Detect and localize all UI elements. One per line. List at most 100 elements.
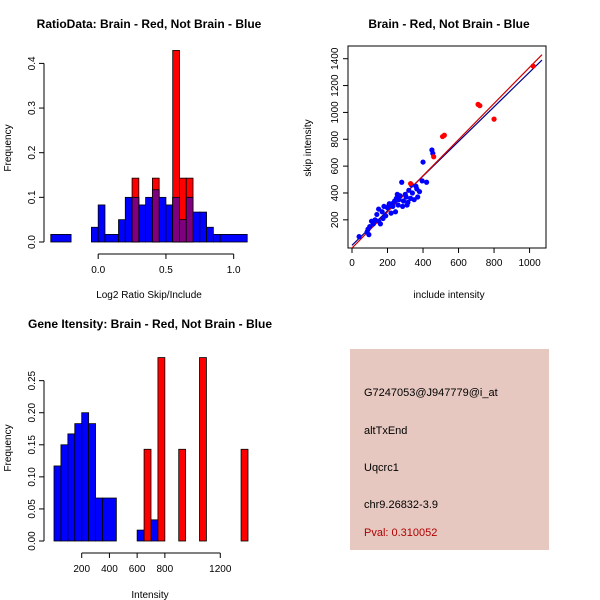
ratio-bar-not-brain-7 <box>145 196 153 243</box>
ratio-title: RatioData: Brain - Red, Not Brain - Blue <box>37 17 262 31</box>
scatter-point-not-brain-2 <box>366 232 372 238</box>
ratio-bar-not-brain-17 <box>212 234 221 243</box>
ratio-x-tick-label-0: 0.0 <box>91 265 105 276</box>
ratio-overlap-bar-0-5 <box>131 196 140 243</box>
scatter-point-not-brain-38 <box>380 215 386 222</box>
scatter-point-not-brain-24 <box>406 187 412 193</box>
scatter-point-not-brain-14 <box>388 210 394 216</box>
scatter-point-not-brain-0 <box>356 234 362 240</box>
gene-title: Gene Itensity: Brain - Red, Not Brain - … <box>28 317 272 331</box>
scatter-point-not-brain-33 <box>423 179 430 185</box>
gene-x-tick-label-3: 800 <box>157 564 174 575</box>
gene-y-tick-label-1: 0.05 <box>27 499 38 519</box>
ratio-y-tick-label-2: 0.2 <box>27 145 38 159</box>
gene-bar-not-brain-0 <box>53 465 62 542</box>
scatter-point-not-brain-37 <box>370 221 376 227</box>
gene-bar-brain-0 <box>143 448 152 542</box>
ratio-y-tick-label-1: 0.1 <box>27 190 38 204</box>
info-panel-background <box>350 349 549 550</box>
scatter-y-tick-label-6: 1400 <box>330 47 341 70</box>
ratio-x-tick-label-2: 1.0 <box>227 265 241 276</box>
scatter-fit-line-1 <box>351 54 543 248</box>
scatter-x-tick-label-1: 200 <box>379 258 396 269</box>
scatter-x-tick-label-4: 800 <box>486 258 503 269</box>
ratio-histogram: RatioData: Brain - Red, Not Brain - Blue… <box>3 17 262 301</box>
ratio-overlap-bar-1-8 <box>151 189 160 243</box>
scatter-point-not-brain-47 <box>385 203 392 210</box>
gene-x-tick-label-2: 600 <box>129 564 146 575</box>
scatter-point-not-brain-26 <box>409 190 415 196</box>
ratio-bar-not-brain-6 <box>138 204 147 243</box>
gene-bar-brain-1 <box>157 357 166 542</box>
scatter-point-not-brain-45 <box>414 186 420 192</box>
gene-ylabel: Frequency <box>3 424 14 471</box>
ratio-y-tick-label-4: 0.4 <box>27 56 38 70</box>
event-type: altTxEnd <box>364 425 407 437</box>
scatter-point-brain-6 <box>491 116 497 122</box>
gene-bar-not-brain-6 <box>95 497 103 542</box>
scatter-ylabel: skip intensity <box>303 119 314 176</box>
ratio-overlap-bar-4-13 <box>185 196 194 243</box>
ratio-bar-not-brain-2 <box>97 204 106 243</box>
p-value: Pval: 0.310052 <box>364 527 437 539</box>
scatter-xlabel: include intensity <box>413 290 484 301</box>
scatter-point-not-brain-43 <box>403 194 409 200</box>
gene-x-tick-label-4: 1200 <box>209 564 232 575</box>
scatter-point-not-brain-29 <box>415 194 421 200</box>
scatter-point-not-brain-39 <box>389 201 395 207</box>
scatter-point-not-brain-8 <box>377 221 384 227</box>
gene-bar-not-brain-3 <box>74 423 83 542</box>
scatter-point-not-brain-9 <box>379 209 385 215</box>
scatter-point-not-brain-46 <box>376 206 382 212</box>
scatter-point-not-brain-31 <box>419 178 425 184</box>
gene-bar-not-brain-8 <box>136 529 145 542</box>
gene-bar-not-brain-7 <box>102 497 117 542</box>
ratio-bar-not-brain-18 <box>219 234 248 243</box>
gene-bar-brain-4 <box>240 448 249 542</box>
gene-x-tick-label-0: 200 <box>73 564 90 575</box>
gene-bar-not-brain-9 <box>150 519 159 542</box>
scatter-point-not-brain-18 <box>395 202 401 208</box>
gene-x-tick-label-1: 400 <box>101 564 118 575</box>
scatter-point-not-brain-49 <box>405 199 411 205</box>
ratio-bar-not-brain-16 <box>206 226 214 243</box>
gene-y-tick-label-2: 0.10 <box>27 467 38 487</box>
scatter-y-tick-label-4: 1000 <box>330 101 341 124</box>
scatter-x-tick-label-2: 400 <box>415 258 432 269</box>
ratio-bar-not-brain-15 <box>199 211 207 243</box>
scatter-title: Brain - Red, Not Brain - Blue <box>368 17 530 31</box>
probe-id: G7247053@J947779@i_at <box>364 387 498 399</box>
scatter-fit-line-0 <box>351 59 543 246</box>
gene-bar-not-brain-1 <box>60 444 69 542</box>
gene-symbol: Uqcrc1 <box>364 462 399 474</box>
ratio-ylabel: Frequency <box>3 124 14 171</box>
scatter-point-brain-1 <box>431 154 437 160</box>
scatter-y-tick-label-0: 200 <box>330 211 341 228</box>
gene-y-tick-label-0: 0.00 <box>27 531 38 551</box>
scatter-point-not-brain-21 <box>400 198 407 204</box>
scatter-point-not-brain-42 <box>400 203 406 210</box>
scatter-point-not-brain-48 <box>394 191 400 197</box>
ratio-bar-not-brain-0 <box>50 234 72 243</box>
scatter-point-not-brain-20 <box>399 179 405 185</box>
genomic-location: chr9.26832-3.9 <box>364 499 438 511</box>
gene-bar-not-brain-2 <box>67 433 76 542</box>
scatter-point-not-brain-27 <box>411 197 417 203</box>
scatter-y-tick-label-3: 800 <box>330 130 341 147</box>
ratio-overlap-bar-3-12 <box>179 219 187 243</box>
gene-bar-brain-3 <box>199 357 207 542</box>
scatter-point-brain-0 <box>407 180 414 187</box>
scatter-plot-box <box>347 45 547 249</box>
ratio-bar-not-brain-4 <box>118 219 126 243</box>
ratio-bar-not-brain-1 <box>91 226 99 243</box>
scatter-point-not-brain-32 <box>420 159 426 165</box>
ratio-overlap-bar-2-11 <box>172 196 180 243</box>
gene-xlabel: Intensity <box>131 590 168 600</box>
ratio-y-tick-label-3: 0.3 <box>27 101 38 115</box>
gene-intensity-histogram: Gene Itensity: Brain - Red, Not Brain - … <box>3 317 272 600</box>
ratio-bar-not-brain-10 <box>165 204 174 243</box>
scatter-point-brain-7 <box>530 63 536 69</box>
scatter-point-not-brain-41 <box>396 197 402 203</box>
scatter-point-not-brain-36 <box>365 226 371 232</box>
